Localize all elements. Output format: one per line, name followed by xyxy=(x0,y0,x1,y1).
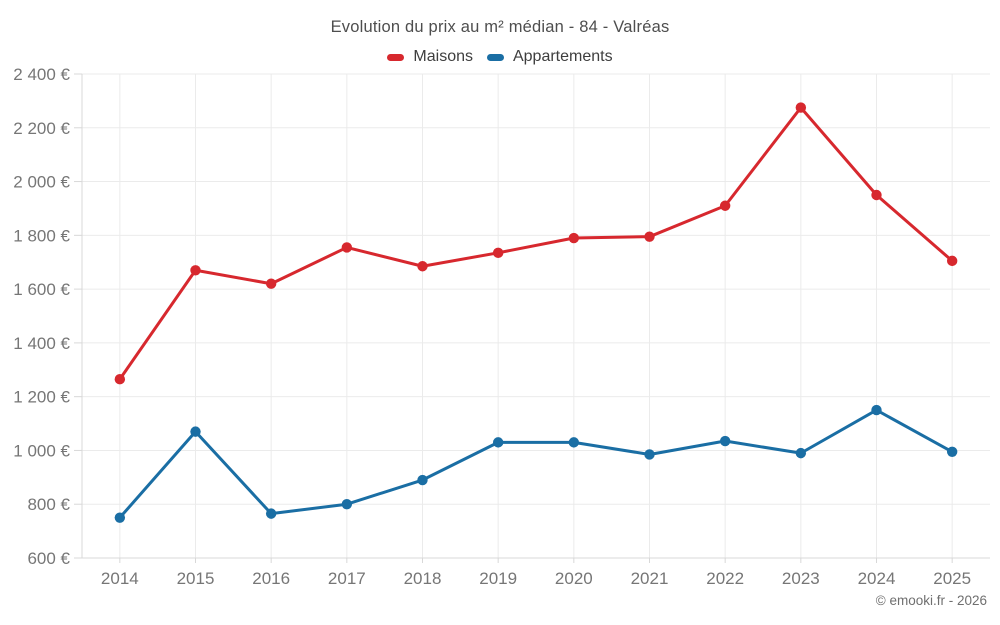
x-tick-label: 2019 xyxy=(479,569,517,588)
data-point-appartements-2019[interactable] xyxy=(492,437,504,448)
data-point-maisons-2019[interactable] xyxy=(492,247,504,259)
chart-title: Evolution du prix au m² médian - 84 - Va… xyxy=(330,18,670,36)
x-tick-label: 2024 xyxy=(858,569,896,588)
data-point-appartements-2017[interactable] xyxy=(341,499,353,510)
y-tick-label: 1 800 € xyxy=(13,226,70,245)
y-tick-label: 2 400 € xyxy=(13,65,70,84)
data-point-maisons-2015[interactable] xyxy=(190,265,201,276)
legend-label: Maisons xyxy=(413,48,473,65)
data-point-maisons-2018[interactable] xyxy=(417,261,428,272)
y-tick-label: 2 200 € xyxy=(13,119,70,138)
legend-swatch-appartements xyxy=(486,53,504,61)
data-point-appartements-2015[interactable] xyxy=(190,426,201,437)
y-tick-label: 1 600 € xyxy=(13,280,70,299)
data-point-maisons-2023[interactable] xyxy=(795,102,807,113)
attribution-watermark: © emooki.fr - 2026 xyxy=(875,593,987,608)
y-tick-label: 600 € xyxy=(27,549,70,568)
data-point-maisons-2014[interactable] xyxy=(114,373,126,385)
x-tick-label: 2022 xyxy=(706,569,744,588)
legend-item-maisons[interactable]: Maisons xyxy=(387,48,473,66)
x-tick-label: 2020 xyxy=(555,569,593,588)
data-point-appartements-2024[interactable] xyxy=(871,404,882,416)
data-point-appartements-2022[interactable] xyxy=(719,435,731,447)
series-line-maisons xyxy=(118,106,954,381)
data-point-maisons-2016[interactable] xyxy=(265,278,277,289)
y-tick-label: 2 000 € xyxy=(13,173,70,192)
data-point-maisons-2022[interactable] xyxy=(719,200,731,211)
x-tick-label: 2016 xyxy=(252,569,290,588)
x-tick-label: 2025 xyxy=(933,569,971,588)
legend-label: Appartements xyxy=(512,48,613,65)
y-tick-label: 1 200 € xyxy=(13,388,70,407)
series-line-appartements xyxy=(118,408,954,520)
x-tick-label: 2023 xyxy=(782,569,820,588)
data-point-maisons-2021[interactable] xyxy=(644,231,655,242)
data-point-maisons-2024[interactable] xyxy=(871,189,882,201)
legend-item-appartements[interactable]: Appartements xyxy=(486,48,613,66)
x-tick-label: 2018 xyxy=(404,569,442,588)
data-point-appartements-2021[interactable] xyxy=(644,449,655,460)
x-tick-label: 2015 xyxy=(177,569,215,588)
data-point-appartements-2014[interactable] xyxy=(114,512,126,523)
data-point-maisons-2017[interactable] xyxy=(341,242,353,253)
data-point-appartements-2023[interactable] xyxy=(795,447,807,459)
y-tick-label: 1 000 € xyxy=(13,441,70,460)
legend-swatch-maisons xyxy=(387,53,405,61)
data-point-maisons-2025[interactable] xyxy=(946,255,958,267)
x-tick-label: 2017 xyxy=(328,569,366,588)
data-point-appartements-2020[interactable] xyxy=(568,437,580,448)
chart-legend: Maisons Appartements xyxy=(0,47,1000,67)
data-point-appartements-2016[interactable] xyxy=(265,508,277,519)
data-point-appartements-2018[interactable] xyxy=(417,474,428,486)
data-point-appartements-2025[interactable] xyxy=(946,446,958,457)
x-tick-label: 2021 xyxy=(631,569,669,588)
x-tick-label: 2014 xyxy=(101,569,139,588)
data-point-maisons-2020[interactable] xyxy=(568,232,580,244)
y-tick-label: 800 € xyxy=(27,495,70,514)
y-tick-label: 1 400 € xyxy=(13,334,70,353)
